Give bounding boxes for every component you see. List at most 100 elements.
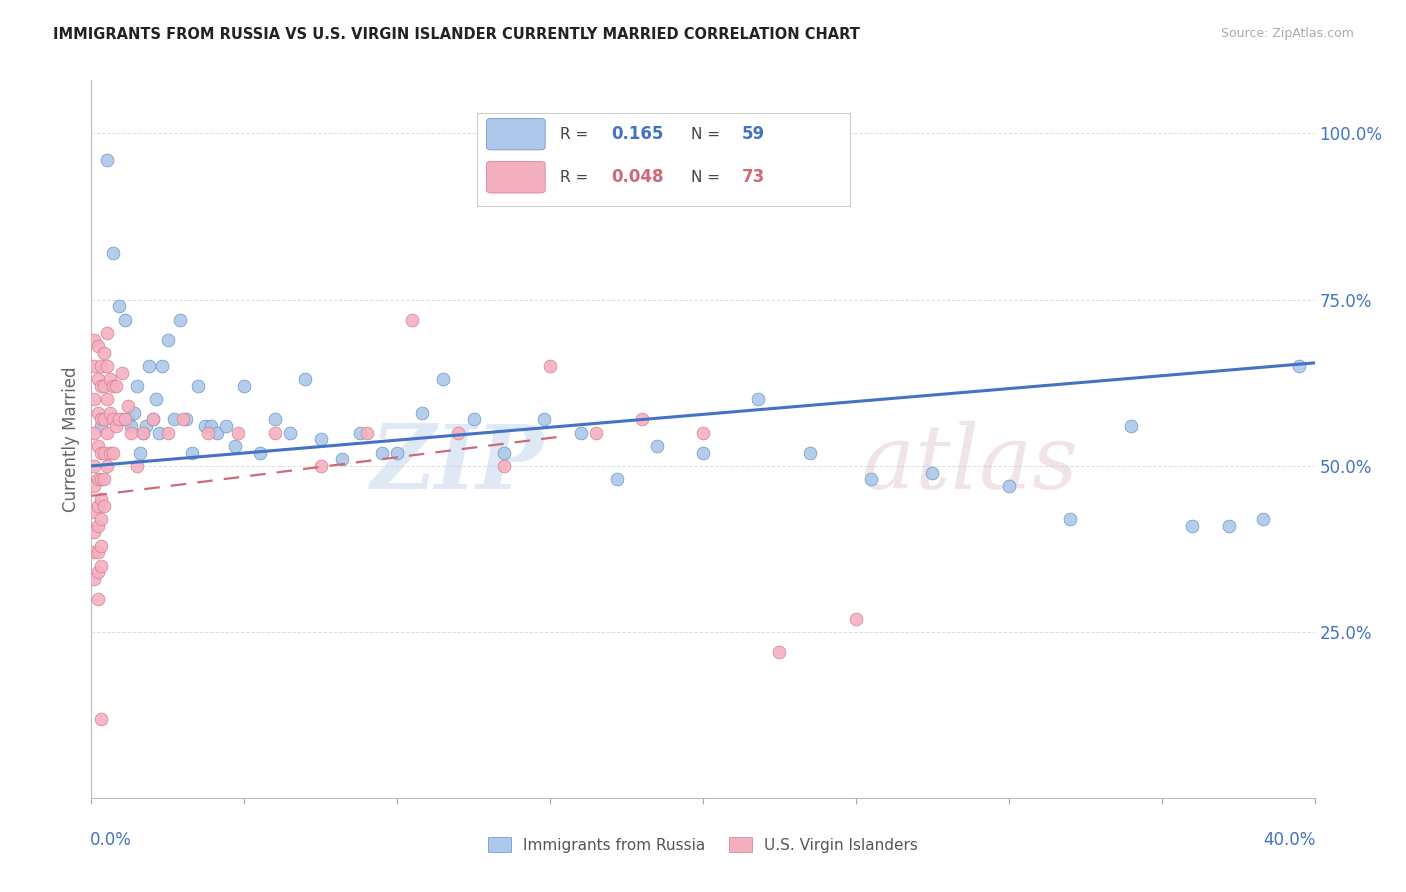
Point: [132, 425, 155, 440]
Point: [145, 392, 167, 407]
Point: [860, 472, 883, 486]
Point: [538, 359, 561, 374]
Text: IMMIGRANTS FROM RUSSIA VS U.S. VIRGIN ISLANDER CURRENTLY MARRIED CORRELATION CHA: IMMIGRANTS FROM RUSSIA VS U.S. VIRGIN IS…: [53, 27, 860, 42]
Point: [249, 445, 271, 459]
Point: [132, 425, 155, 440]
Point: [90, 359, 112, 374]
Point: [845, 612, 868, 626]
Point: [101, 412, 124, 426]
Point: [96, 458, 118, 473]
Point: [86, 566, 108, 580]
Point: [90, 712, 112, 726]
Point: [120, 419, 142, 434]
Point: [264, 412, 287, 426]
Point: [747, 392, 769, 407]
Point: [93, 412, 115, 426]
Point: [90, 512, 112, 526]
Point: [90, 472, 112, 486]
Point: [169, 312, 191, 326]
Point: [156, 333, 179, 347]
Point: [141, 412, 163, 426]
Point: [135, 419, 157, 434]
Point: [86, 472, 108, 486]
Point: [90, 445, 112, 459]
Point: [205, 425, 228, 440]
Point: [278, 425, 301, 440]
Point: [98, 406, 121, 420]
Text: R =: R =: [560, 127, 593, 142]
Point: [96, 326, 118, 340]
Point: [494, 458, 516, 473]
Point: [96, 153, 118, 167]
Point: [117, 399, 139, 413]
Point: [86, 518, 108, 533]
Point: [494, 445, 516, 459]
Point: [148, 425, 170, 440]
Text: 0.165: 0.165: [612, 125, 664, 143]
Point: [120, 425, 142, 440]
Point: [264, 425, 287, 440]
Text: N =: N =: [690, 127, 724, 142]
Point: [1251, 512, 1274, 526]
Point: [127, 458, 149, 473]
Point: [141, 412, 163, 426]
Point: [172, 412, 194, 426]
Point: [93, 379, 115, 393]
Point: [90, 379, 112, 393]
Point: [83, 392, 105, 407]
Text: Source: ZipAtlas.com: Source: ZipAtlas.com: [1220, 27, 1354, 40]
Text: 40.0%: 40.0%: [1264, 831, 1316, 849]
Point: [90, 558, 112, 573]
Point: [90, 539, 112, 553]
Point: [447, 425, 470, 440]
Text: 0.0%: 0.0%: [90, 831, 132, 849]
Point: [93, 472, 115, 486]
Point: [921, 466, 943, 480]
Point: [200, 419, 222, 434]
Point: [187, 379, 209, 393]
Point: [111, 412, 134, 426]
Point: [86, 499, 108, 513]
Point: [631, 412, 654, 426]
Point: [98, 445, 121, 459]
Point: [101, 246, 124, 260]
Point: [90, 419, 112, 434]
Point: [1288, 359, 1310, 374]
Point: [349, 425, 371, 440]
Point: [86, 372, 108, 386]
Point: [174, 412, 197, 426]
Point: [93, 445, 115, 459]
Point: [86, 591, 108, 606]
Point: [215, 419, 238, 434]
Point: [108, 412, 131, 426]
Point: [127, 379, 149, 393]
Point: [83, 572, 105, 586]
Point: [294, 372, 316, 386]
Point: [401, 312, 423, 326]
FancyBboxPatch shape: [486, 161, 546, 193]
Point: [569, 425, 592, 440]
Point: [356, 425, 378, 440]
Legend: Immigrants from Russia, U.S. Virgin Islanders: Immigrants from Russia, U.S. Virgin Isla…: [482, 830, 924, 859]
Point: [799, 445, 821, 459]
Point: [692, 425, 714, 440]
Point: [83, 425, 105, 440]
Point: [83, 479, 105, 493]
Text: 73: 73: [742, 169, 765, 186]
Point: [111, 366, 134, 380]
Point: [163, 412, 186, 426]
Point: [463, 412, 485, 426]
Point: [181, 445, 204, 459]
FancyBboxPatch shape: [486, 119, 546, 150]
Point: [96, 359, 118, 374]
Point: [411, 406, 433, 420]
Point: [90, 412, 112, 426]
Point: [156, 425, 179, 440]
Point: [83, 545, 105, 559]
Text: 0.048: 0.048: [612, 169, 664, 186]
Point: [692, 445, 714, 459]
Point: [998, 479, 1021, 493]
Point: [83, 525, 105, 540]
Point: [371, 445, 394, 459]
Point: [309, 433, 332, 447]
